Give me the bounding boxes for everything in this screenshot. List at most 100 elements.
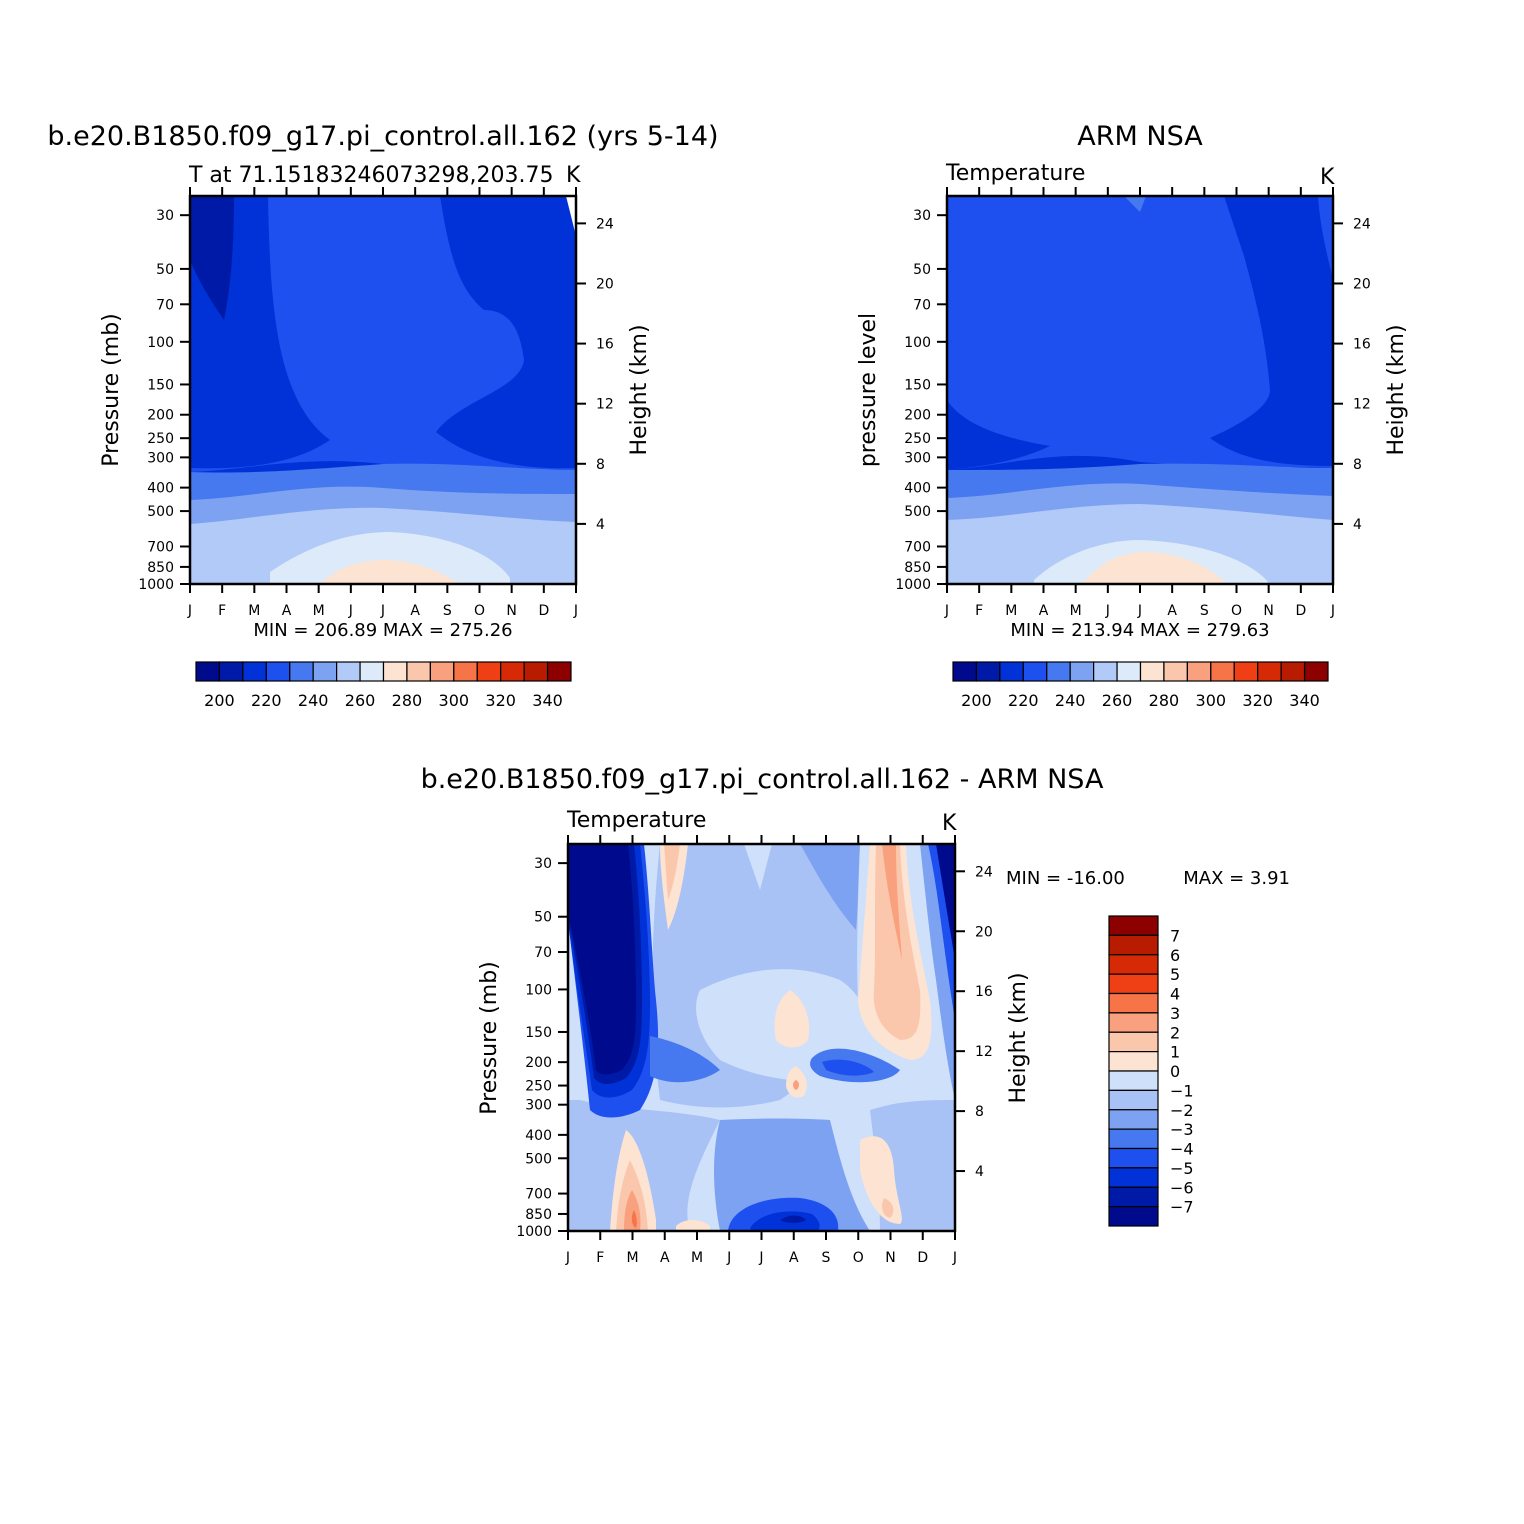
x-tick-label: D (1295, 603, 1306, 619)
colorbar-box (312, 661, 338, 682)
colorbar-label: 280 (1149, 691, 1180, 710)
obs-colorbar: 200 220 240 260 280 300 320 340 (952, 661, 1329, 710)
x-tick-label: M (626, 1250, 638, 1266)
colorbar-box (265, 661, 291, 682)
colorbar-box (1233, 661, 1259, 682)
y-tick-label: 30 (913, 208, 931, 224)
model-subtitle: T at 71.15183246073298,203.75 (188, 163, 553, 188)
colorbar-box (546, 661, 572, 682)
colorbar-box (1093, 661, 1118, 682)
colorbar-box (1108, 1031, 1159, 1053)
height-tick-label: 12 (975, 1044, 993, 1060)
colorbar-box (1280, 661, 1306, 682)
y-tick-label: 50 (913, 262, 931, 278)
model-contour-field (190, 196, 576, 584)
y-tick-label: 150 (525, 1025, 552, 1041)
colorbar-box (1108, 1128, 1159, 1150)
y-tick-label: 30 (156, 208, 174, 224)
x-tick-label: S (1200, 603, 1209, 619)
x-tick-label: O (474, 603, 485, 619)
colorbar-label: 320 (485, 691, 516, 710)
y-tick-label: 400 (525, 1128, 552, 1144)
x-tick-label: J (573, 603, 578, 619)
colorbar-box (952, 661, 978, 682)
colorbar-box (523, 661, 549, 682)
height-tick-label: 16 (975, 984, 993, 1000)
diff-contour-field (568, 844, 955, 1231)
y-tick-label: 1000 (516, 1224, 552, 1240)
obs-stats: MIN = 213.94 MAX = 279.63 (1010, 620, 1269, 641)
colorbar-box (1108, 1012, 1159, 1033)
colorbar-box (1069, 661, 1095, 682)
x-tick-label: S (443, 603, 452, 619)
height-tick-label: 24 (596, 216, 614, 232)
x-tick-label: A (789, 1250, 799, 1266)
y-tick-label: 50 (156, 262, 174, 278)
x-tick-label: J (348, 603, 353, 619)
x-tick-label: A (660, 1250, 670, 1266)
diff-units: K (942, 811, 957, 836)
y-tick-label: 500 (525, 1151, 552, 1167)
obs-ylabel-right: Height (km) (1384, 324, 1409, 455)
colorbar-label: −1 (1170, 1081, 1194, 1100)
colorbar-box (476, 661, 502, 682)
colorbar-box (1108, 1206, 1159, 1227)
colorbar-box (1108, 973, 1159, 995)
colorbar-box (1163, 661, 1188, 682)
colorbar-label: 340 (532, 691, 563, 710)
colorbar-label: −2 (1170, 1101, 1194, 1120)
diff-subtitle: Temperature (566, 808, 706, 833)
colorbar-box (1210, 661, 1235, 682)
model-title: b.e20.B1850.f09_g17.pi_control.all.162 (… (47, 121, 718, 152)
y-tick-label: 250 (904, 431, 931, 447)
height-tick-label: 20 (596, 276, 614, 292)
y-tick-label: 500 (904, 504, 931, 520)
model-ylabel: Pressure (mb) (99, 313, 124, 467)
height-tick-label: 20 (1353, 276, 1371, 292)
height-tick-label: 20 (975, 924, 993, 940)
height-tick-label: 24 (975, 864, 993, 880)
y-tick-label: 50 (534, 910, 552, 926)
colorbar-label: −5 (1170, 1159, 1194, 1178)
colorbar-box (1108, 1186, 1159, 1208)
x-tick-label: S (822, 1250, 831, 1266)
x-tick-label: N (885, 1250, 895, 1266)
model-stats: MIN = 206.89 MAX = 275.26 (253, 620, 512, 641)
y-tick-label: 200 (904, 408, 931, 424)
panel-diff: b.e20.B1850.f09_g17.pi_control.all.162 -… (421, 764, 1290, 1266)
colorbar-box (1108, 1070, 1159, 1091)
colorbar-label: 300 (1196, 691, 1227, 710)
colorbar-box (289, 661, 314, 682)
y-tick-label: 100 (525, 982, 552, 998)
obs-title: ARM NSA (1077, 121, 1203, 152)
colorbar-box (382, 661, 408, 682)
x-tick-label: J (187, 603, 192, 619)
y-tick-label: 250 (147, 431, 174, 447)
x-tick-label: D (917, 1250, 928, 1266)
obs-units: K (1320, 165, 1335, 190)
colorbar-box (406, 661, 431, 682)
y-tick-label: 200 (525, 1055, 552, 1071)
colorbar-box (1303, 661, 1329, 682)
diff-stats-max: MAX = 3.91 (1183, 868, 1290, 889)
colorbar-label: 200 (204, 691, 235, 710)
x-tick-label: M (1005, 603, 1017, 619)
y-tick-label: 850 (904, 560, 931, 576)
y-tick-label: 70 (913, 297, 931, 313)
x-tick-label: N (506, 603, 516, 619)
colorbar-box (359, 661, 385, 682)
colorbar-label: 4 (1170, 985, 1180, 1004)
colorbar-box (336, 661, 361, 682)
colorbar-box (1046, 661, 1071, 682)
x-tick-label: J (944, 603, 949, 619)
y-tick-label: 400 (147, 481, 174, 497)
colorbar-box (999, 661, 1024, 682)
y-tick-label: 300 (525, 1098, 552, 1114)
y-tick-label: 70 (156, 297, 174, 313)
x-tick-label: J (380, 603, 385, 619)
y-tick-label: 500 (147, 504, 174, 520)
height-tick-label: 12 (1353, 397, 1371, 413)
x-tick-label: D (538, 603, 549, 619)
